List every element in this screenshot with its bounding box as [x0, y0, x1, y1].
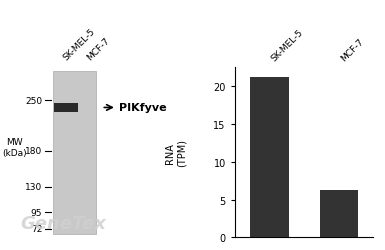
Bar [54, 104, 78, 112]
Text: MCF-7: MCF-7 [85, 36, 111, 62]
Text: GeneTex: GeneTex [20, 214, 106, 232]
Text: 130: 130 [25, 183, 42, 192]
Text: (kDa): (kDa) [2, 148, 27, 158]
Text: 72: 72 [31, 224, 42, 233]
Text: SK-MEL-5: SK-MEL-5 [62, 27, 97, 62]
Text: MW: MW [6, 138, 22, 147]
Y-axis label: RNA
(TPM): RNA (TPM) [165, 138, 186, 166]
Text: 250: 250 [25, 96, 42, 105]
Bar [250, 77, 289, 238]
Text: 95: 95 [31, 208, 42, 217]
Bar [53, 72, 96, 234]
Text: 180: 180 [25, 147, 42, 156]
Text: PIKfyve: PIKfyve [119, 103, 167, 113]
Bar [320, 191, 358, 238]
Text: MCF-7: MCF-7 [339, 37, 365, 63]
Text: SK-MEL-5: SK-MEL-5 [270, 28, 305, 63]
